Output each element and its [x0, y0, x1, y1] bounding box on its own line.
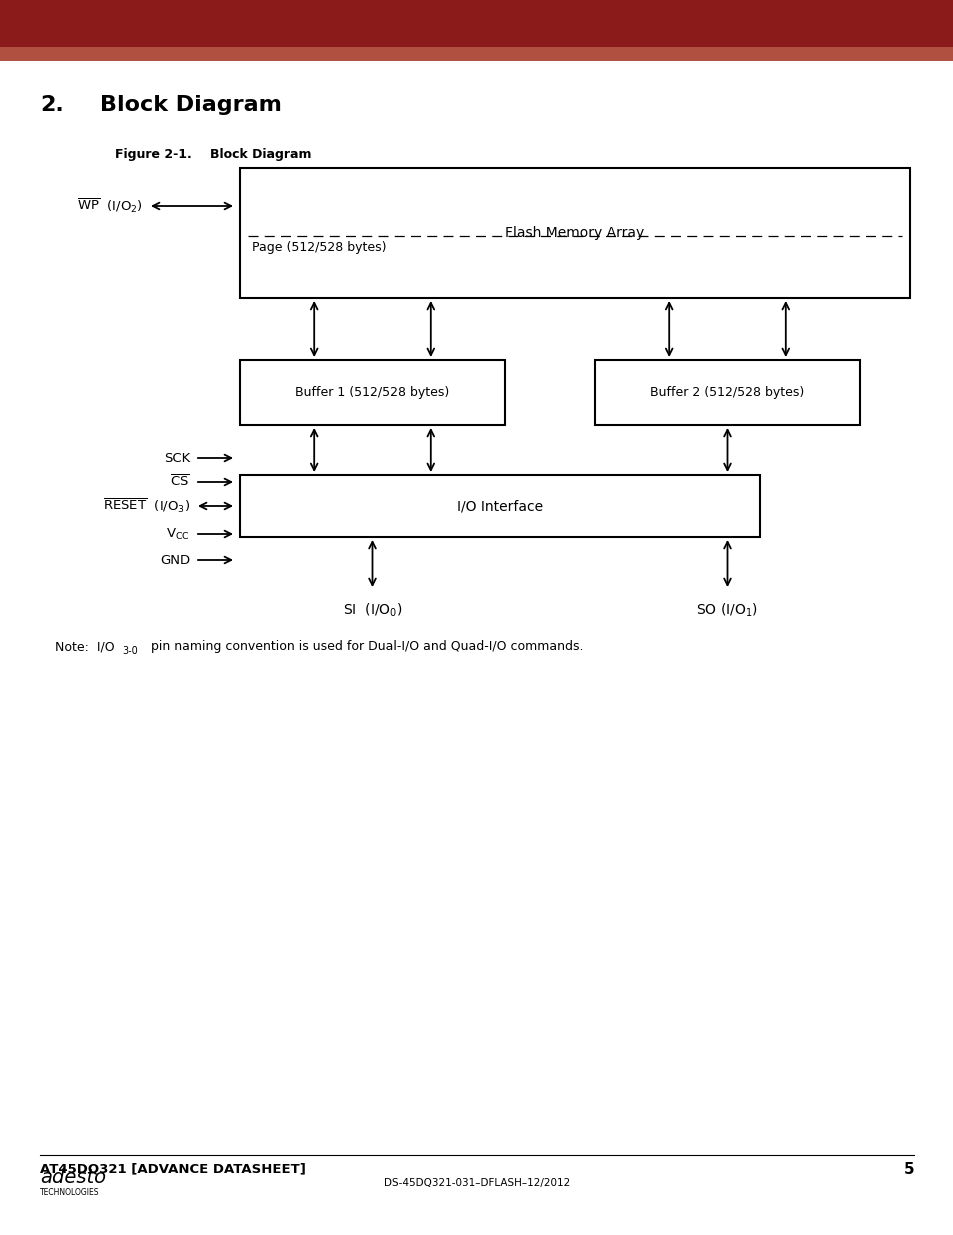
- Text: $\overline{\mathrm{CS}}$: $\overline{\mathrm{CS}}$: [171, 474, 190, 490]
- Text: 3-0: 3-0: [122, 646, 137, 656]
- Text: I/O Interface: I/O Interface: [456, 499, 542, 513]
- Text: $\overline{\mathrm{RESET}}$  (I/O$_3$): $\overline{\mathrm{RESET}}$ (I/O$_3$): [103, 496, 190, 515]
- Text: V$_{\mathrm{CC}}$: V$_{\mathrm{CC}}$: [166, 526, 190, 542]
- Text: Flash Memory Array: Flash Memory Array: [505, 226, 644, 240]
- Text: adesto: adesto: [40, 1168, 106, 1187]
- Text: pin naming convention is used for Dual-I/O and Quad-I/O commands.: pin naming convention is used for Dual-I…: [147, 640, 583, 653]
- Bar: [240, 168, 909, 298]
- Text: TECHNOLOGIES: TECHNOLOGIES: [40, 1188, 99, 1197]
- Text: Buffer 1 (512/528 bytes): Buffer 1 (512/528 bytes): [295, 387, 449, 399]
- Text: 5: 5: [902, 1162, 913, 1177]
- Text: Note:  I/O: Note: I/O: [55, 640, 114, 653]
- Text: Block Diagram: Block Diagram: [100, 95, 281, 115]
- Text: Buffer 2 (512/528 bytes): Buffer 2 (512/528 bytes): [650, 387, 803, 399]
- Text: DS-45DQ321-031–DFLASH–12/2012: DS-45DQ321-031–DFLASH–12/2012: [383, 1178, 570, 1188]
- Text: Page (512/528 bytes): Page (512/528 bytes): [252, 241, 386, 254]
- Text: Block Diagram: Block Diagram: [210, 148, 312, 161]
- Bar: [240, 475, 760, 537]
- Text: 2.: 2.: [40, 95, 64, 115]
- Bar: [595, 359, 859, 425]
- Text: SI  (I/O$_0$): SI (I/O$_0$): [342, 601, 402, 620]
- Text: AT45DQ321 [ADVANCE DATASHEET]: AT45DQ321 [ADVANCE DATASHEET]: [40, 1162, 306, 1174]
- Text: $\overline{\mathrm{WP}}$  (I/O$_2$): $\overline{\mathrm{WP}}$ (I/O$_2$): [77, 196, 143, 215]
- Text: SO (I/O$_1$): SO (I/O$_1$): [696, 601, 758, 620]
- Text: Figure 2-1.: Figure 2-1.: [115, 148, 192, 161]
- Bar: [240, 359, 504, 425]
- Text: GND: GND: [160, 553, 190, 567]
- Text: SCK: SCK: [164, 452, 190, 464]
